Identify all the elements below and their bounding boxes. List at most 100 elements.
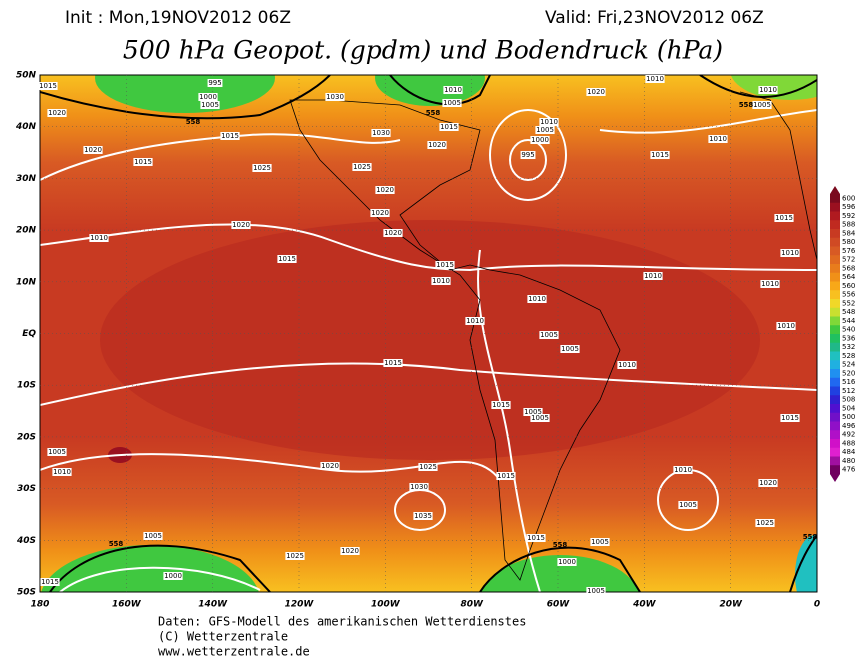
field-core [100,220,760,460]
label-box [371,129,391,137]
coastlines [289,91,817,581]
label-box [774,214,794,222]
pressure-label: 1015 [384,359,402,367]
label-box [340,547,360,555]
pressure-label: 1005 [524,408,542,416]
label-box [320,462,340,470]
label-box [47,109,67,117]
558-line [40,75,817,592]
pressure-label: 1025 [756,519,774,527]
pressure-label: 1005 [144,532,162,540]
label-box [530,136,550,144]
label-box [708,135,728,143]
colorbar-swatch [830,202,840,212]
colorbar-label: 544 [842,317,856,325]
label-box [586,88,606,96]
lon-label: 120W [285,600,315,610]
lon-label: 20W [719,600,743,610]
label-box [530,414,550,422]
pressure-label: 1010 [644,272,662,280]
label-box [207,79,223,87]
pressure-label: 1005 [561,345,579,353]
colorbar-swatch [830,360,840,370]
label-box [760,280,780,288]
low-region [375,75,485,106]
colorbar-label: 540 [842,326,855,334]
colorbar-swatch [830,255,840,265]
colorbar-swatch [830,281,840,291]
label-box [200,101,220,109]
low-region [481,555,639,592]
colorbar-swatch [830,430,840,440]
colorbar-label: 524 [842,361,856,369]
isobars [40,109,817,592]
pressure-label: 1015 [651,151,669,159]
colorbar-swatch [830,246,840,256]
label-box [252,164,272,172]
pressure-label: 1015 [221,132,239,140]
pressure-label: 1015 [527,534,545,542]
low-region [730,75,817,100]
pressure-label: 1015 [39,82,57,90]
colorbar-label: 484 [842,448,856,456]
valid-time: Valid: Fri,23NOV2012 06Z [545,8,764,28]
colorbar-label: 488 [842,439,855,447]
lat-label: 40N [15,122,37,132]
lon-label: 60W [547,600,571,610]
colorbar-label: 520 [842,369,855,377]
label-box [89,234,109,242]
label-box [409,483,429,491]
colorbar-swatch [830,404,840,414]
label-box [557,558,577,566]
label-box [780,414,800,422]
height-label: 558 [426,109,441,117]
pressure-label: 1015 [436,261,454,269]
label-box [645,75,665,83]
pressure-label: 1000 [199,93,217,101]
pressure-label: 1015 [497,472,515,480]
label-box [198,93,218,101]
pressure-label: 1010 [432,277,450,285]
pressure-label: 995 [521,151,534,159]
label-box [678,501,698,509]
label-box [383,229,403,237]
colorbar-label: 556 [842,291,856,299]
label-box [780,249,800,257]
colorbar-label: 500 [842,413,855,421]
low-region [95,75,275,113]
label-box [418,463,438,471]
pressure-label: 1020 [428,141,446,149]
colorbar-label: 528 [842,352,855,360]
lon-label: 100W [371,600,401,610]
label-box [673,466,693,474]
colorbar-swatch [830,264,840,274]
colorbar-swatch [830,299,840,309]
pressure-label: 1010 [777,322,795,330]
label-box [413,512,433,520]
height-label: 558 [109,540,124,548]
pressure-label: 1015 [492,401,510,409]
pressure-label: 1000 [164,572,182,580]
pressure-label: 1015 [134,158,152,166]
colorbar-label: 496 [842,422,856,430]
label-box [465,317,485,325]
colorbar-label: 508 [842,396,855,404]
colorbar-label: 512 [842,387,855,395]
lat-label: 20S [17,432,36,442]
footer-line: (C) Wetterzentrale [158,630,288,644]
pressure-label: 1025 [419,463,437,471]
pressure-label: 1030 [372,129,390,137]
colorbar-label: 592 [842,212,855,220]
pressure-label: 1020 [587,88,605,96]
label-box [758,86,778,94]
colorbar-swatch [830,447,840,457]
pressure-label: 1005 [48,448,66,456]
map-field [40,75,817,592]
label-box [527,295,547,303]
pressure-label: 1010 [709,135,727,143]
colorbar-label: 548 [842,308,855,316]
label-box [755,519,775,527]
axes: 50N 40N 30N 20N 10N EQ 10S 20S 30S 40S 50S 180 160W 1… [15,71,820,610]
